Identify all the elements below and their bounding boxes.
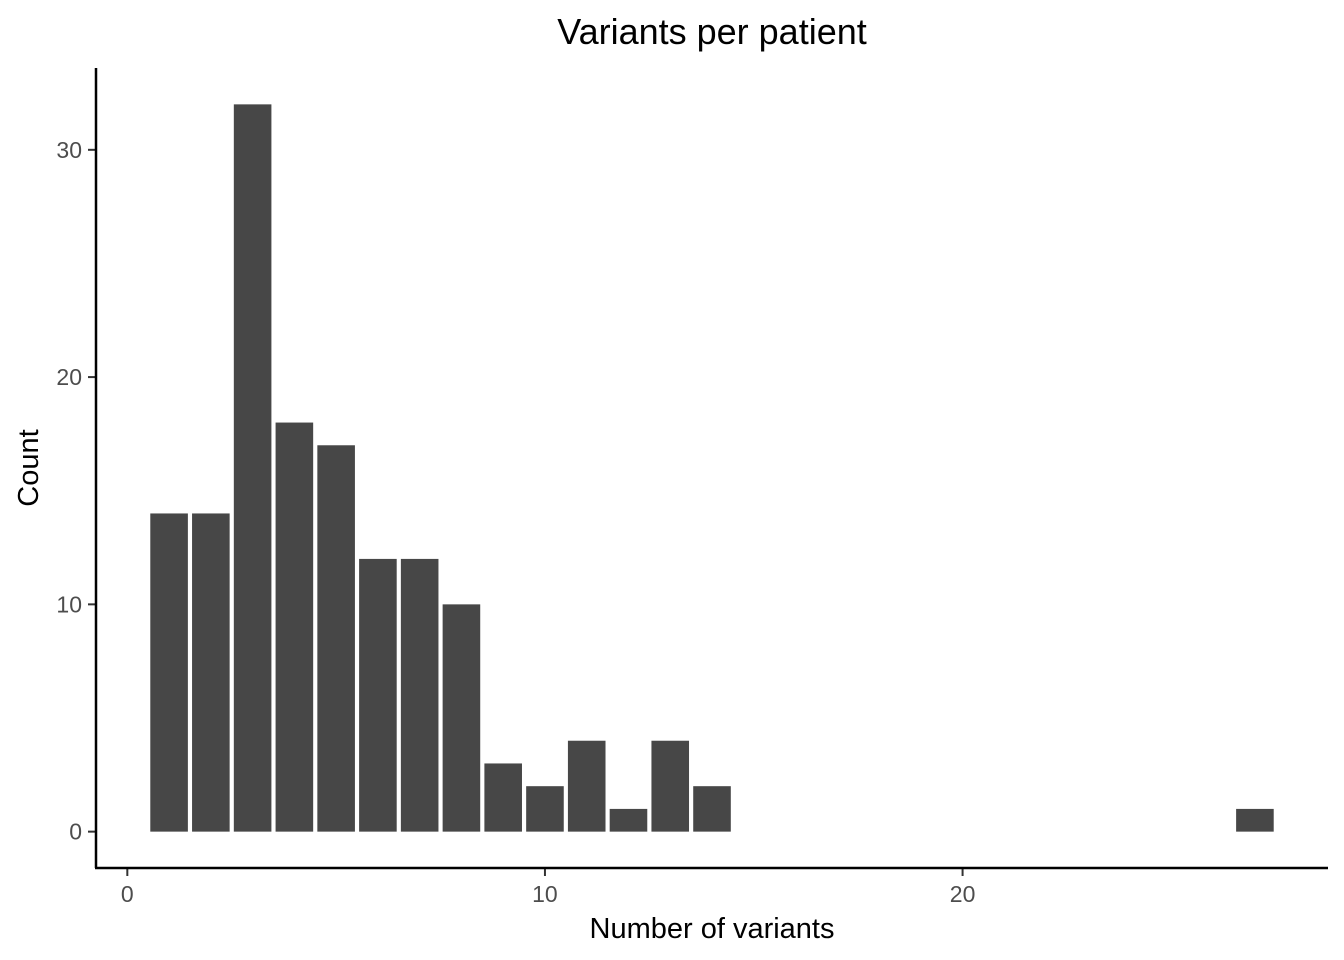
- bar-x-8: [442, 604, 481, 832]
- bar-x-10: [526, 786, 564, 832]
- bar-x-27: [1236, 808, 1274, 832]
- bar-x-13: [651, 740, 690, 832]
- bar-x-9: [484, 763, 522, 832]
- bar-x-5: [317, 445, 355, 832]
- bars-group: [150, 104, 1274, 832]
- x-axis-label: Number of variants: [590, 913, 835, 945]
- y-tick-label-0: 0: [69, 819, 82, 845]
- y-axis-ticks: 0 10 20 30: [56, 137, 96, 845]
- y-tick-label-20: 20: [56, 364, 82, 390]
- bar-x-12: [609, 808, 648, 832]
- y-tick-label-10: 10: [56, 591, 82, 617]
- bar-x-11: [567, 740, 606, 832]
- y-tick-label-30: 30: [56, 137, 82, 163]
- bar-x-7: [400, 558, 439, 832]
- y-axis-label: Count: [13, 429, 45, 506]
- bar-x-1: [150, 513, 188, 832]
- chart-title: Variants per patient: [557, 11, 867, 52]
- bar-x-6: [359, 558, 397, 832]
- bar-x-14: [693, 786, 731, 832]
- x-tick-label-20: 20: [950, 881, 976, 907]
- bar-x-3: [233, 104, 272, 832]
- bar-x-2: [192, 513, 230, 832]
- x-axis-ticks: 0 10 20: [121, 868, 975, 907]
- bar-x-4: [275, 422, 314, 832]
- x-tick-label-0: 0: [121, 881, 134, 907]
- x-tick-label-10: 10: [532, 881, 558, 907]
